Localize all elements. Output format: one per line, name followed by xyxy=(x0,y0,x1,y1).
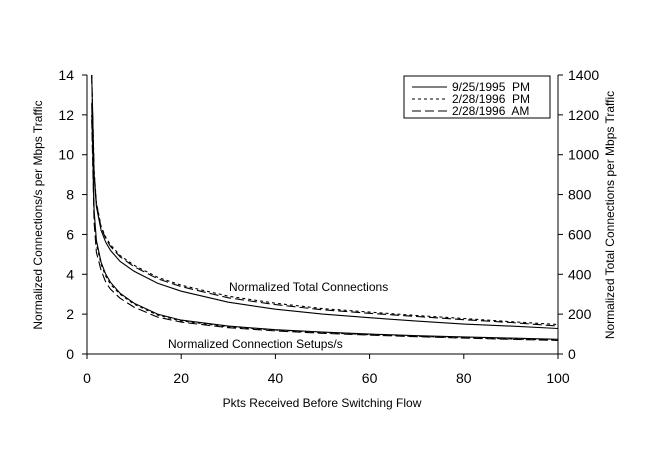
legend-label-2-28-1996-am: 2/28/1996 AM xyxy=(452,104,529,118)
left-y-tick-label-14: 14 xyxy=(58,67,74,83)
total-connections-series-solid xyxy=(91,74,559,330)
total-connections-series-dashed xyxy=(91,74,559,326)
tick-marks xyxy=(82,74,563,359)
tick-labels: 0 20 40 60 80 1000246810121402004006008001000… xyxy=(58,67,599,386)
left-y-tick-label-4: 4 xyxy=(66,266,74,282)
right-y-tick-label-0: 0 xyxy=(568,346,576,362)
series-lines xyxy=(91,74,559,341)
right-y-tick-label-200: 200 xyxy=(568,306,592,322)
x-axis-title: Pkts Received Before Switching Flow xyxy=(223,396,422,410)
connection-setups-series-dashed xyxy=(91,114,559,341)
legend-label-9-25-1995-pm: 9/25/1995 PM xyxy=(452,80,530,94)
left-y-tick-label-2: 2 xyxy=(66,306,74,322)
legend: 9/25/1995 PM 2/28/1996 PM 2/28/1996 AM xyxy=(403,75,551,119)
left-y-tick-label-0: 0 xyxy=(66,346,74,362)
left-y-axis-title: Normalized Connections/s per Mbps Traffi… xyxy=(31,100,45,329)
x-tick-label-80: 80 xyxy=(456,370,472,386)
left-y-tick-label-8: 8 xyxy=(66,187,74,203)
x-tick-label-40: 40 xyxy=(268,370,284,386)
right-y-tick-label-400: 400 xyxy=(568,266,592,282)
right-y-axis-title: Normalized Total Connections per Mbps Tr… xyxy=(603,91,617,339)
total-connections-series-longdash xyxy=(91,74,559,327)
x-tick-label-100: 100 xyxy=(546,370,570,386)
x-tick-label-60: 60 xyxy=(362,370,378,386)
x-tick-label-0: 0 xyxy=(83,370,91,386)
axes xyxy=(86,75,559,355)
x-tick-label-20: 20 xyxy=(173,370,189,386)
left-y-tick-label-6: 6 xyxy=(66,226,74,242)
left-y-tick-label-10: 10 xyxy=(58,147,74,163)
legend-box xyxy=(403,75,551,119)
connection-setups-series-solid xyxy=(91,102,559,340)
connection-setups-series-longdash xyxy=(91,118,559,341)
left-y-tick-label-12: 12 xyxy=(58,107,74,123)
right-y-tick-label-1000: 1000 xyxy=(568,147,599,163)
annotation-total-connections: Normalized Total Connections xyxy=(229,280,388,294)
right-y-tick-label-600: 600 xyxy=(568,226,592,242)
legend-label-2-28-1996-pm: 2/28/1996 PM xyxy=(452,92,530,106)
right-y-tick-label-1400: 1400 xyxy=(568,67,599,83)
annotation-connection-setups: Normalized Connection Setups/s xyxy=(168,337,343,351)
right-y-tick-label-800: 800 xyxy=(568,187,592,203)
right-y-tick-label-1200: 1200 xyxy=(568,107,599,123)
